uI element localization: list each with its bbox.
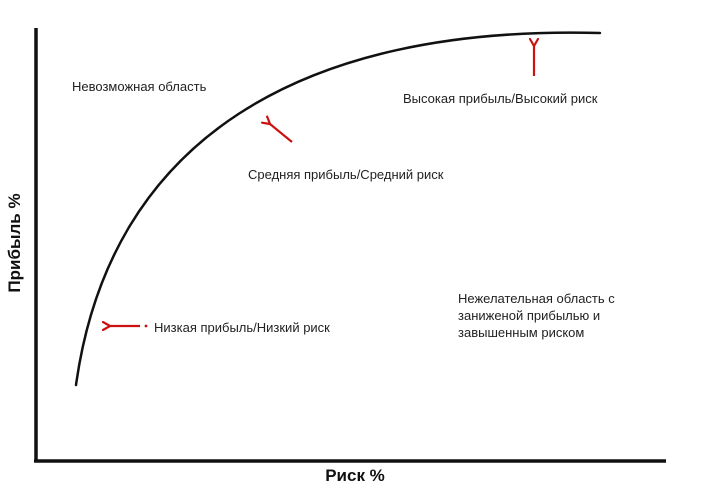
y-axis-title: Прибыль %	[5, 193, 24, 293]
undesirable-region-label: Нежелательная область с заниженой прибыл…	[458, 291, 615, 340]
high-return-label: Высокая прибыль/Высокий риск	[403, 91, 598, 106]
arrow-medium-icon	[270, 124, 293, 143]
low-return-label: Низкая прибыль/Низкий риск	[154, 320, 330, 335]
impossible-region-label: Невозможная область	[72, 79, 207, 94]
x-axis-title: Риск %	[325, 466, 385, 485]
arrow-low-dot-icon	[144, 324, 148, 328]
medium-return-label: Средняя прибыль/Средний риск	[248, 167, 444, 182]
frontier-curve	[74, 31, 602, 387]
